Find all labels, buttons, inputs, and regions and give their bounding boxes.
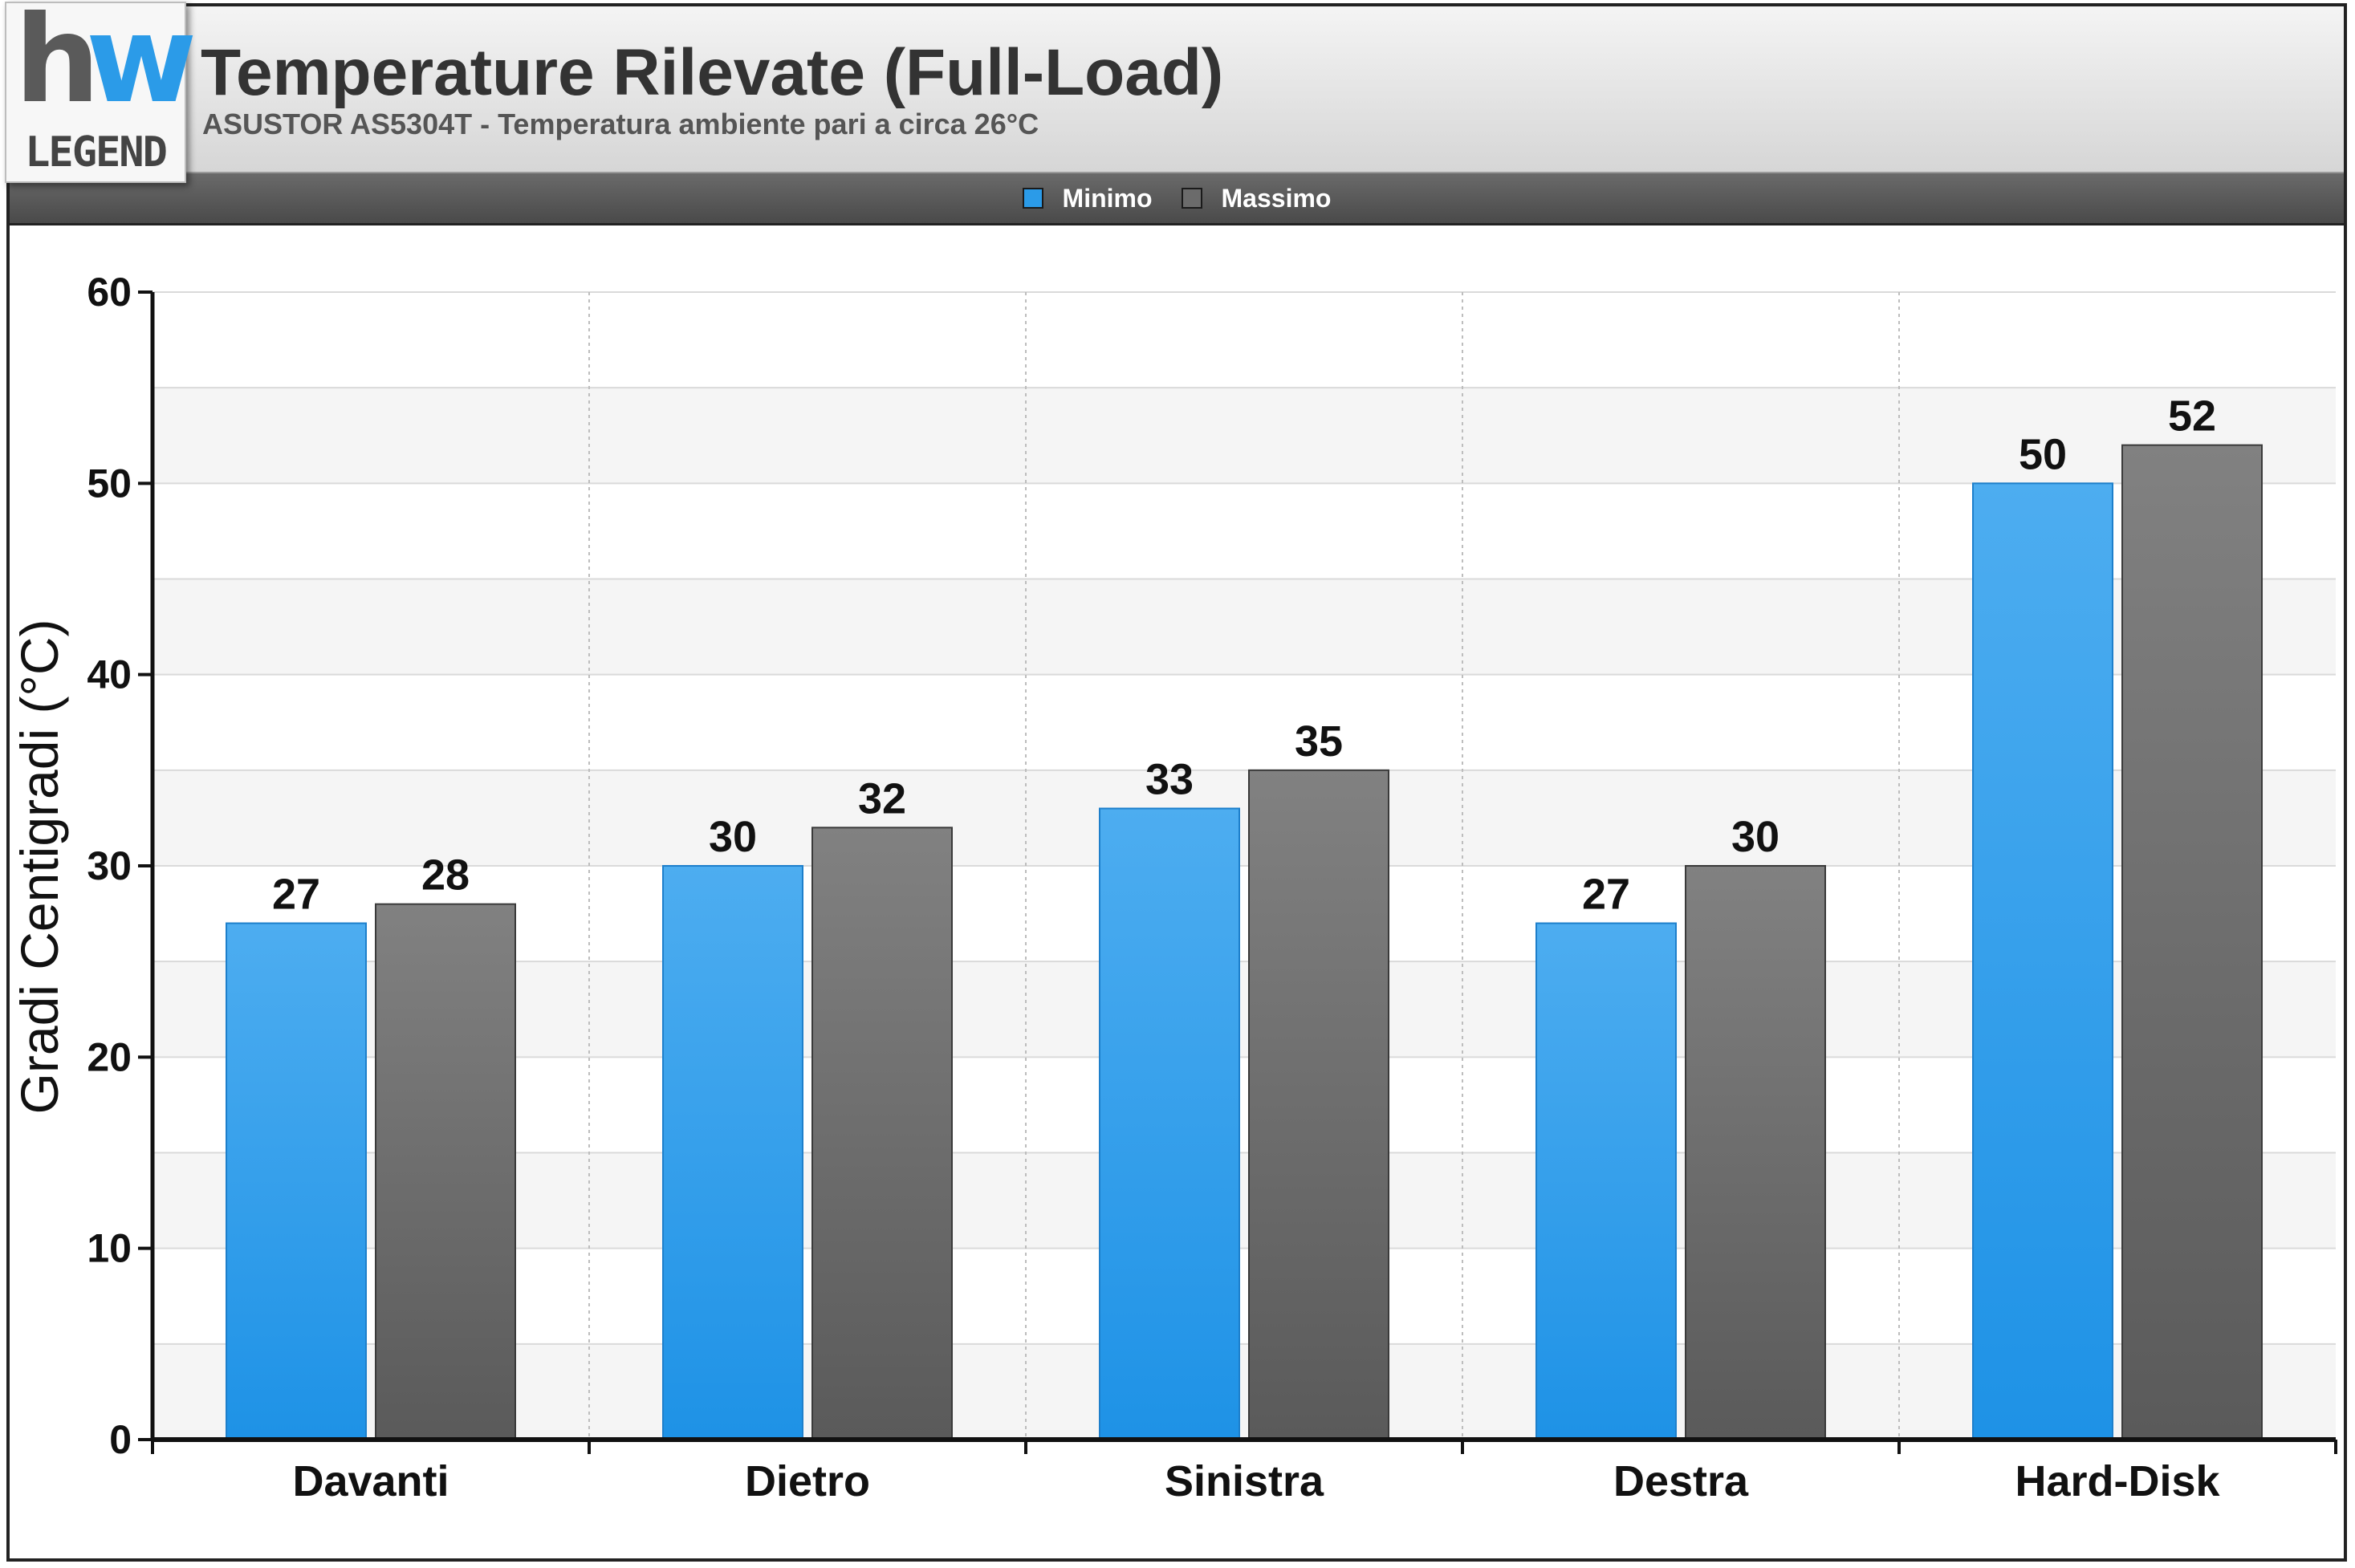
site-logo: hw LEGEND bbox=[5, 0, 197, 183]
bar-massimo-davanti[interactable] bbox=[375, 903, 516, 1440]
legend-label-minimo: Minimo bbox=[1062, 183, 1153, 213]
y-tick-label: 10 bbox=[87, 1226, 132, 1271]
grid-band bbox=[153, 1343, 2336, 1440]
grid-band bbox=[153, 1152, 2336, 1249]
chart-header: Temperature Rilevate (Full-Load) ASUSTOR… bbox=[10, 6, 2344, 173]
grid-band bbox=[153, 770, 2336, 866]
data-label: 33 bbox=[1145, 756, 1194, 804]
data-label: 52 bbox=[2168, 392, 2216, 441]
y-tick-label: 30 bbox=[87, 843, 132, 888]
bar-minimo-destra[interactable] bbox=[1535, 922, 1677, 1440]
y-tick-label: 50 bbox=[87, 461, 132, 506]
grid-band bbox=[153, 388, 2336, 484]
grid-band bbox=[153, 579, 2336, 675]
data-label: 30 bbox=[709, 813, 757, 861]
axes bbox=[138, 290, 2337, 1454]
x-tick-label: Dietro bbox=[745, 1457, 870, 1505]
y-tick-label: 60 bbox=[87, 270, 132, 315]
bar-massimo-sinistra[interactable] bbox=[1248, 769, 1389, 1440]
grid-band bbox=[153, 1057, 2336, 1153]
chart-subtitle: ASUSTOR AS5304T - Temperatura ambiente p… bbox=[202, 108, 1039, 140]
bar-minimo-dietro[interactable] bbox=[662, 865, 803, 1440]
legend-swatch-massimo bbox=[1181, 188, 1202, 209]
y-tick-label: 0 bbox=[109, 1417, 132, 1462]
grid-band bbox=[153, 292, 2336, 388]
y-tick-label: 40 bbox=[87, 652, 132, 697]
bar-massimo-dietro[interactable] bbox=[811, 827, 953, 1441]
legend-entry-minimo[interactable]: Minimo bbox=[1022, 183, 1153, 213]
x-tick-label: Davanti bbox=[292, 1457, 449, 1505]
data-label: 30 bbox=[1731, 813, 1779, 861]
legend-label-massimo: Massimo bbox=[1221, 183, 1332, 213]
logo-wordmark: LEGEND bbox=[25, 128, 168, 177]
logo-mark-icon: hw bbox=[14, 0, 197, 130]
legend-entry-massimo[interactable]: Massimo bbox=[1181, 183, 1332, 213]
grid-lines bbox=[153, 291, 2336, 1440]
x-tick-label: Destra bbox=[1613, 1457, 1749, 1505]
legend: Minimo Massimo bbox=[10, 173, 2344, 223]
x-tick-label: Sinistra bbox=[1165, 1457, 1324, 1505]
bar-minimo-sinistra[interactable] bbox=[1099, 807, 1240, 1440]
data-label: 28 bbox=[421, 851, 470, 900]
chart-labels: 27 28 Davanti 30 32 Dietro 33 35 Sinistra 27 30 Des… bbox=[87, 270, 2220, 1505]
data-label: 35 bbox=[1295, 717, 1343, 766]
data-label: 27 bbox=[272, 871, 320, 919]
bar-massimo-destra[interactable] bbox=[1685, 865, 1826, 1440]
grid-band bbox=[153, 674, 2336, 770]
plot-background bbox=[153, 292, 2336, 1440]
grid-band bbox=[153, 866, 2336, 962]
bar-minimo-davanti[interactable] bbox=[226, 922, 367, 1440]
grid-band bbox=[153, 961, 2336, 1058]
data-label: 27 bbox=[1582, 871, 1630, 919]
bar-massimo-hard-disk[interactable] bbox=[2121, 444, 2263, 1441]
legend-bar: Minimo Massimo bbox=[10, 173, 2344, 225]
data-label: 50 bbox=[2019, 430, 2067, 478]
bar-series bbox=[226, 444, 2263, 1441]
legend-swatch-minimo bbox=[1022, 188, 1043, 209]
bar-minimo-hard-disk[interactable] bbox=[1972, 482, 2113, 1440]
y-tick-label: 20 bbox=[87, 1034, 132, 1079]
chart-title: Temperature Rilevate (Full-Load) bbox=[201, 36, 1224, 109]
y-axis-title: Gradi Centigradi (°C) bbox=[10, 619, 69, 1115]
grid-band bbox=[153, 483, 2336, 579]
x-tick-label: Hard-Disk bbox=[2015, 1457, 2220, 1505]
data-label: 32 bbox=[858, 774, 906, 823]
grid-band bbox=[153, 1248, 2336, 1344]
